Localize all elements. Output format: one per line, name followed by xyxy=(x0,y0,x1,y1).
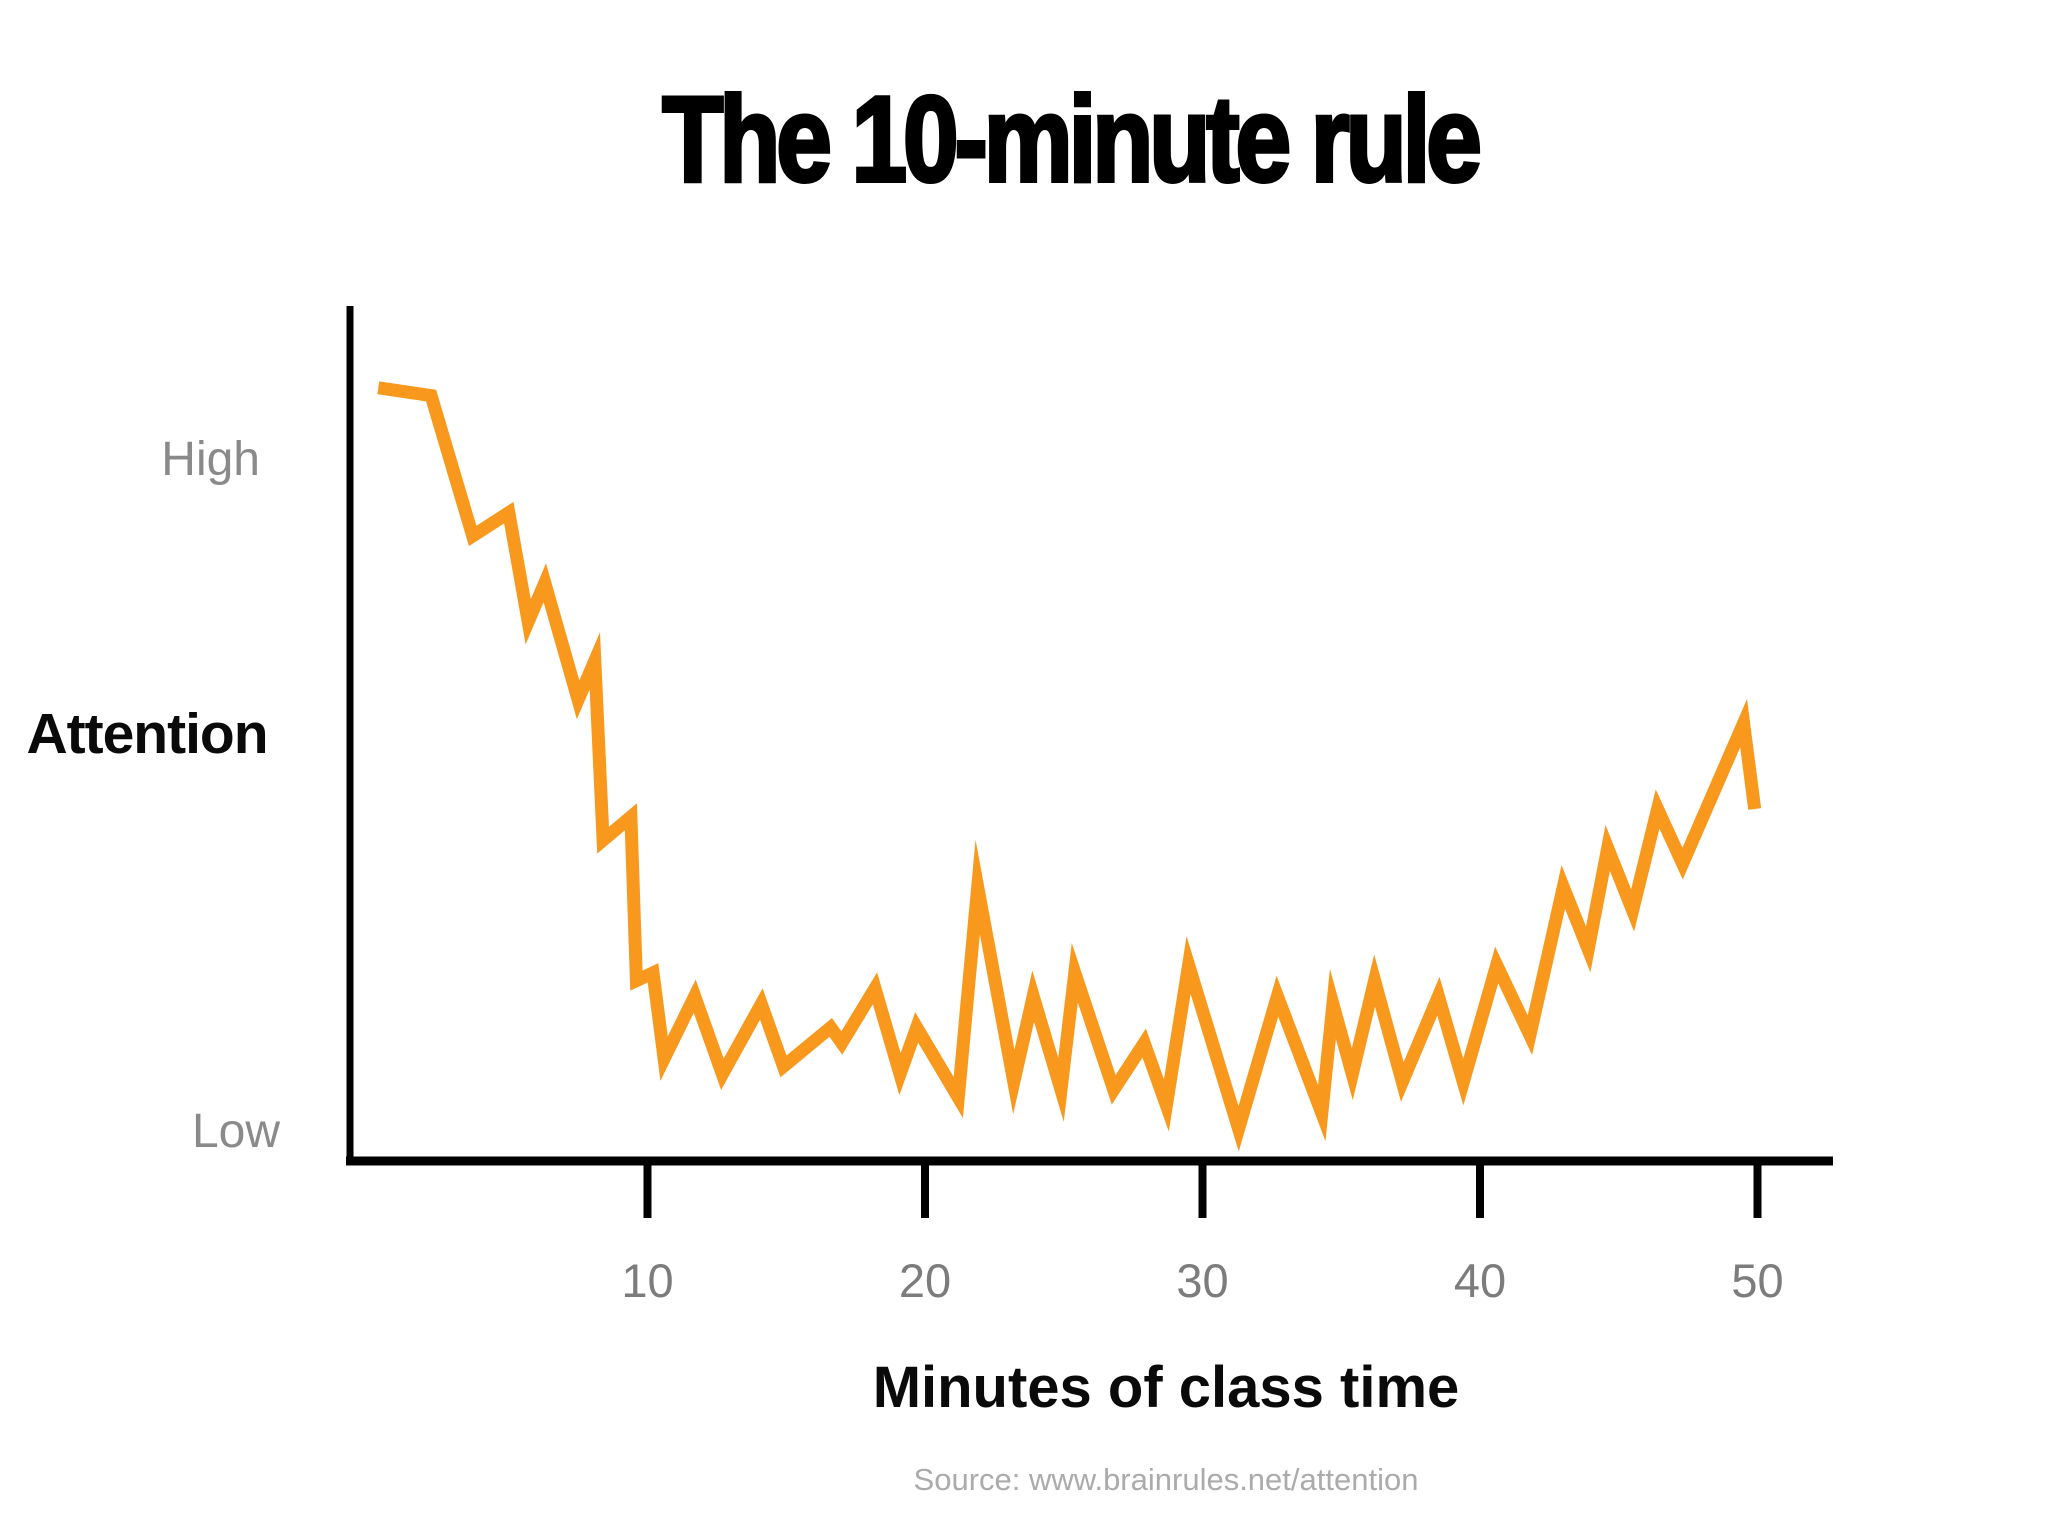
x-axis-tick-labels: 10 20 30 40 50 xyxy=(621,1254,1783,1307)
x-tick-label: 10 xyxy=(621,1254,673,1307)
x-tick-label: 30 xyxy=(1176,1254,1228,1307)
attention-line xyxy=(377,381,1762,1152)
x-tick-label: 50 xyxy=(1731,1254,1783,1307)
y-axis-low-label: Low xyxy=(191,1105,280,1158)
y-axis-high-label: High xyxy=(161,433,260,486)
x-axis-title: Minutes of class time xyxy=(872,1355,1460,1420)
source-credit: Source: www.brainrules.net/attention xyxy=(913,1462,1419,1497)
x-tick-label: 40 xyxy=(1454,1254,1506,1307)
x-tick-label: 20 xyxy=(899,1254,951,1307)
x-axis-ticks xyxy=(643,1161,1762,1218)
y-axis-title: Attention xyxy=(26,702,268,766)
chart-title: The 10-minute rule xyxy=(661,70,1484,208)
